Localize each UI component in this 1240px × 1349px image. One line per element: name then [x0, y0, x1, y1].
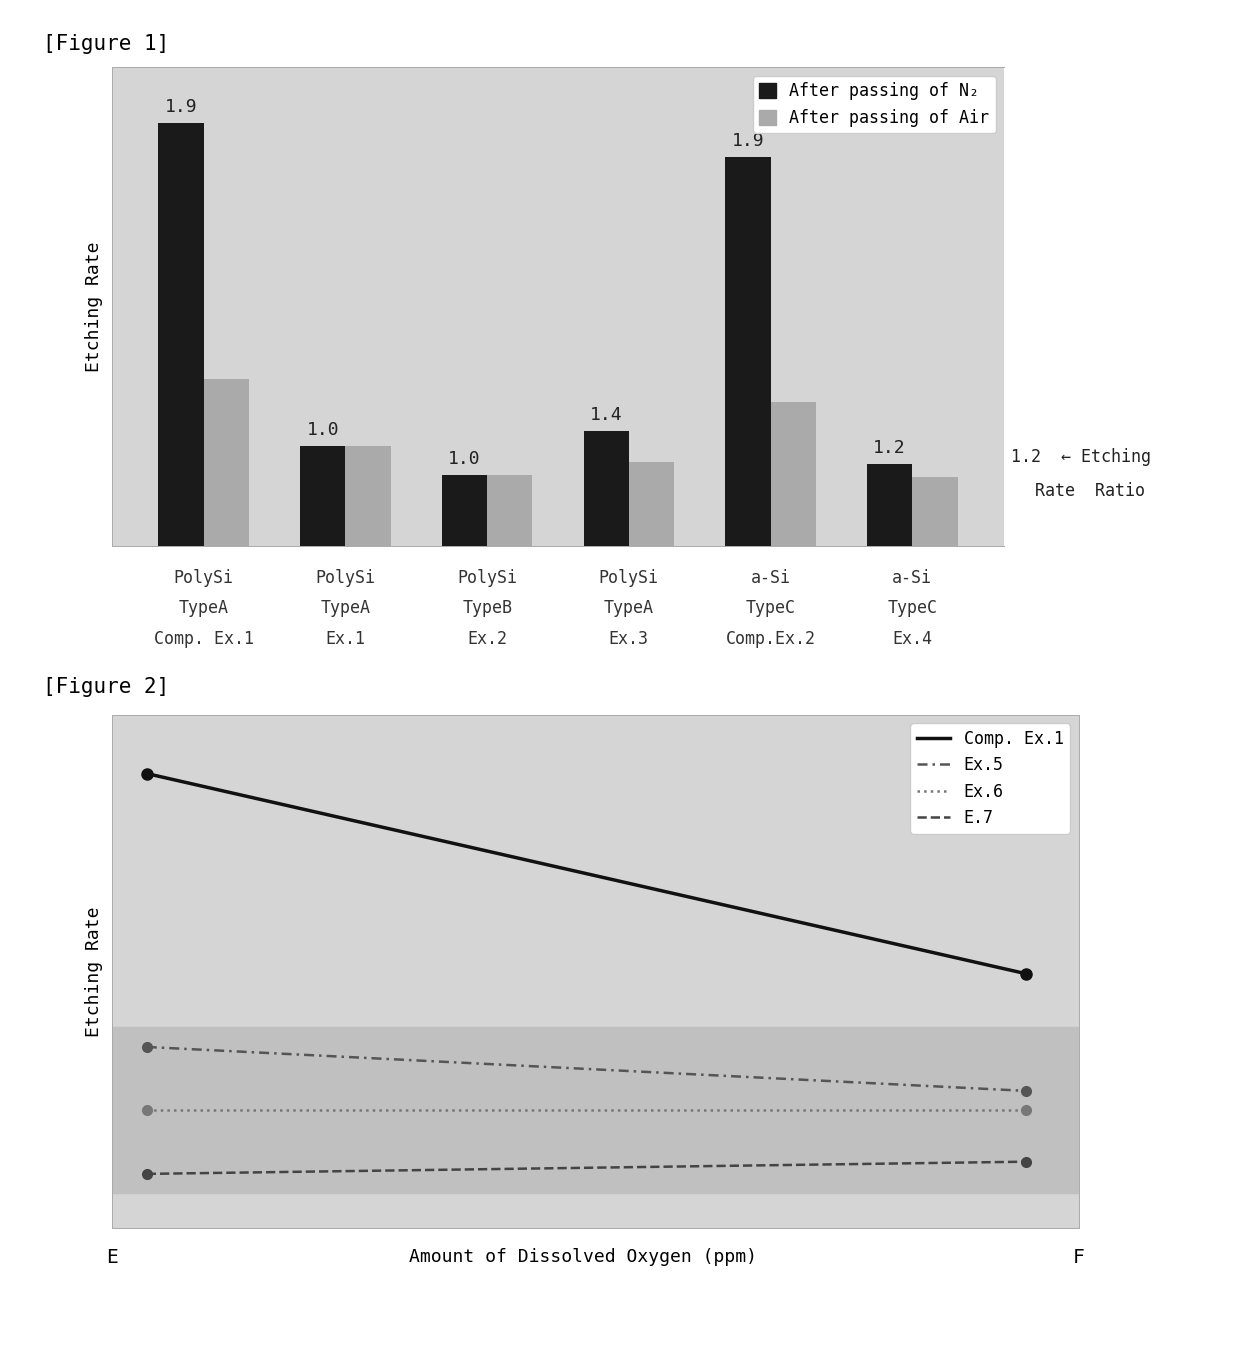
Text: TypeA: TypeA	[179, 599, 228, 616]
Text: PolySi: PolySi	[315, 569, 376, 587]
Text: TypeC: TypeC	[745, 599, 796, 616]
Bar	[112, 1028, 1079, 1194]
Bar	[159, 123, 203, 546]
Bar	[629, 461, 675, 546]
Text: Rate  Ratio: Rate Ratio	[1035, 482, 1146, 500]
Bar	[867, 464, 913, 546]
Text: PolySi: PolySi	[458, 569, 517, 587]
Text: F: F	[1073, 1248, 1085, 1267]
Bar	[487, 475, 532, 546]
Text: TypeA: TypeA	[320, 599, 371, 616]
Text: PolySi: PolySi	[599, 569, 658, 587]
Text: 1.9: 1.9	[732, 132, 764, 150]
Text: a-Si: a-Si	[893, 569, 932, 587]
Text: 1.0: 1.0	[448, 451, 481, 468]
Legend: Comp. Ex.1, Ex.5, Ex.6, E.7: Comp. Ex.1, Ex.5, Ex.6, E.7	[910, 723, 1070, 834]
Text: Ex.1: Ex.1	[325, 630, 366, 648]
Legend: After passing of N₂, After passing of Air: After passing of N₂, After passing of Ai…	[753, 76, 996, 134]
Text: 1.9: 1.9	[165, 98, 197, 116]
Text: Ex.4: Ex.4	[893, 630, 932, 648]
Text: 1.2: 1.2	[873, 440, 906, 457]
Text: E: E	[105, 1248, 118, 1267]
Bar	[346, 447, 391, 546]
Text: 1.4: 1.4	[590, 406, 622, 424]
Text: Ex.3: Ex.3	[609, 630, 649, 648]
Bar	[300, 447, 346, 546]
Text: TypeC: TypeC	[888, 599, 937, 616]
Bar	[725, 156, 770, 546]
Text: Comp. Ex.1: Comp. Ex.1	[154, 630, 254, 648]
Bar	[913, 478, 957, 546]
Text: a-Si: a-Si	[750, 569, 791, 587]
Text: Ex.2: Ex.2	[467, 630, 507, 648]
Bar	[584, 430, 629, 546]
Y-axis label: Etching Rate: Etching Rate	[86, 241, 103, 372]
Text: [Figure 1]: [Figure 1]	[43, 34, 170, 54]
Text: TypeA: TypeA	[604, 599, 653, 616]
Bar	[203, 379, 249, 546]
Bar	[441, 475, 487, 546]
Y-axis label: Etching Rate: Etching Rate	[86, 907, 103, 1036]
Text: [Figure 2]: [Figure 2]	[43, 677, 170, 697]
Bar	[770, 402, 816, 546]
Text: Comp.Ex.2: Comp.Ex.2	[725, 630, 816, 648]
Text: TypeB: TypeB	[463, 599, 512, 616]
Text: 1.0: 1.0	[306, 421, 339, 440]
Text: PolySi: PolySi	[174, 569, 233, 587]
Text: Amount of Dissolved Oxygen (ppm): Amount of Dissolved Oxygen (ppm)	[409, 1248, 756, 1265]
Text: 1.2  ← Etching: 1.2 ← Etching	[1011, 448, 1151, 467]
